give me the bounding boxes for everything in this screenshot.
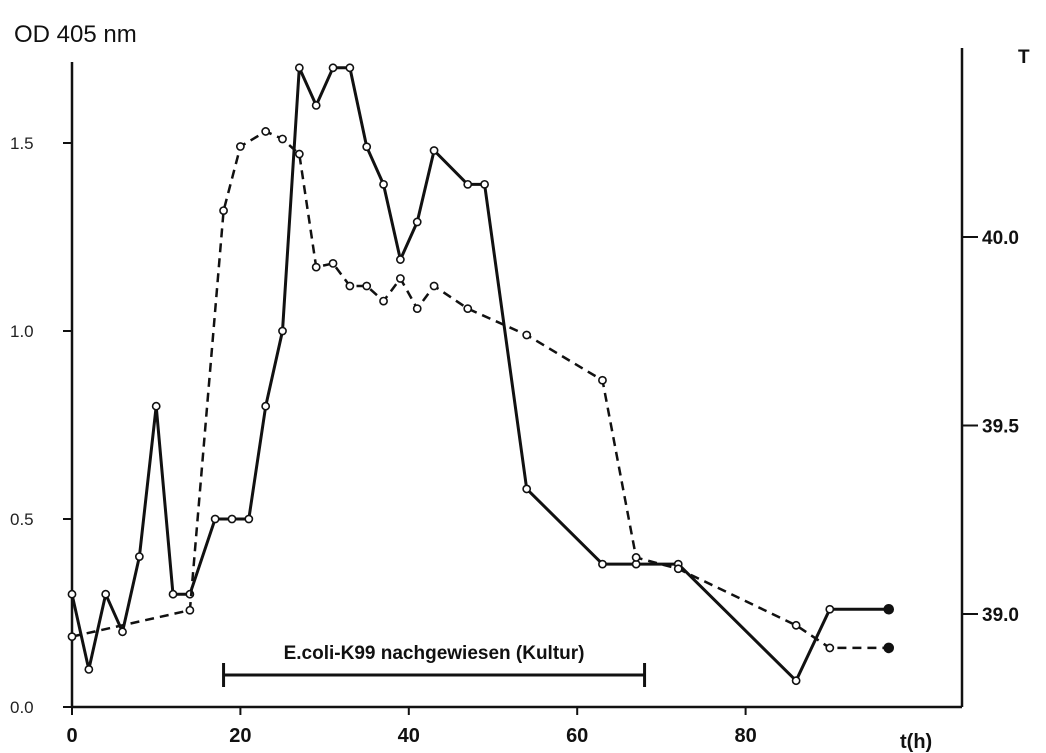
temperature-point xyxy=(261,127,271,136)
annotation-label: E.coli-K99 nachgewiesen (Kultur) xyxy=(284,643,585,664)
x-tick-label: 20 xyxy=(229,725,251,747)
od405-point xyxy=(345,63,355,73)
temperature-point xyxy=(791,620,801,630)
temperature-point xyxy=(185,605,195,615)
temperature-point xyxy=(235,142,245,151)
od405-point xyxy=(210,514,220,524)
temperature-point xyxy=(631,553,641,562)
temperature-point xyxy=(219,206,228,216)
od405-point xyxy=(101,589,111,599)
temperature-point xyxy=(345,281,355,291)
temperature-point xyxy=(412,304,422,314)
od405-point xyxy=(168,589,178,599)
temperature-point xyxy=(362,281,372,291)
x-axis-title: t(h) xyxy=(900,731,932,753)
axes-group: 0.0 0.5 1.0 1.5 39.0 39.5 40.0 0 20 40 60 80 xyxy=(10,48,1019,747)
y-left-tick-label: 0.5 xyxy=(10,510,34,529)
y-right-tick-label: 39.5 xyxy=(982,417,1019,438)
temperature-series-line xyxy=(71,130,889,650)
od405-point xyxy=(151,401,161,411)
od405-point xyxy=(278,326,287,336)
od405-point xyxy=(522,484,532,494)
y-right-tick-label: 39.0 xyxy=(982,605,1019,626)
od405-point xyxy=(395,255,405,264)
od405-series-line xyxy=(70,66,889,683)
od405-point xyxy=(134,552,144,561)
od405-point xyxy=(598,559,607,569)
y-left-tick-label: 1.5 xyxy=(10,134,34,153)
temperature-point xyxy=(379,296,388,306)
od405-point xyxy=(463,179,473,189)
temperature-point xyxy=(311,262,321,272)
od405-point xyxy=(429,146,439,155)
od405-point xyxy=(412,217,422,227)
temperature-point xyxy=(598,375,607,385)
od405-point xyxy=(84,665,94,674)
x-tick-label: 60 xyxy=(566,725,588,747)
temperature-point xyxy=(429,281,439,291)
y-right-tick-label: 40.0 xyxy=(982,228,1019,249)
od405-point xyxy=(67,589,77,599)
x-tick-label: 40 xyxy=(398,725,420,747)
od405-point xyxy=(118,627,127,637)
od405-point xyxy=(883,603,895,615)
annotation-layer: E.coli-K99 nachgewiesen (Kultur) xyxy=(222,643,647,687)
y-left-tick-label: 1.0 xyxy=(10,322,34,341)
temperature-point xyxy=(395,274,405,283)
x-tick-label: 0 xyxy=(66,725,77,747)
od405-point xyxy=(328,63,338,73)
temperature-point xyxy=(883,642,895,654)
temperature-point xyxy=(522,330,532,340)
temperature-point xyxy=(328,258,338,268)
od405-point xyxy=(311,101,321,110)
y-left-tick-label: 0.0 xyxy=(10,698,34,717)
x-tick-label: 80 xyxy=(734,725,756,747)
od405-point xyxy=(362,142,372,152)
od405-point xyxy=(294,63,304,73)
temperature-point xyxy=(294,149,304,159)
od405-point xyxy=(261,401,271,411)
temperature-point xyxy=(825,643,835,653)
od405-point xyxy=(791,676,801,686)
series-layer xyxy=(67,63,895,686)
od405-point xyxy=(825,604,835,614)
od405-point xyxy=(379,179,388,189)
od405-point xyxy=(244,514,254,524)
od405-point xyxy=(480,179,489,189)
temperature-point xyxy=(673,564,683,574)
od405-point xyxy=(227,514,237,524)
temperature-point xyxy=(67,632,77,642)
temperature-point xyxy=(278,134,287,144)
y-right-axis-title: T xyxy=(1018,47,1030,68)
y-left-axis-title: OD 405 nm xyxy=(14,21,137,48)
temperature-point xyxy=(463,304,473,314)
